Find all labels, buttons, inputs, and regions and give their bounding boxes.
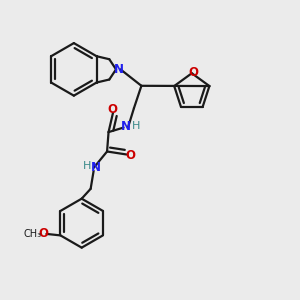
Text: H: H: [132, 121, 140, 131]
Text: CH₃: CH₃: [24, 229, 42, 238]
Text: O: O: [188, 66, 198, 79]
Text: O: O: [125, 148, 135, 162]
Text: N: N: [113, 63, 123, 76]
Text: N: N: [91, 161, 101, 174]
Text: H: H: [83, 160, 91, 170]
Text: N: N: [121, 120, 130, 133]
Text: O: O: [38, 227, 49, 240]
Text: O: O: [107, 103, 117, 116]
